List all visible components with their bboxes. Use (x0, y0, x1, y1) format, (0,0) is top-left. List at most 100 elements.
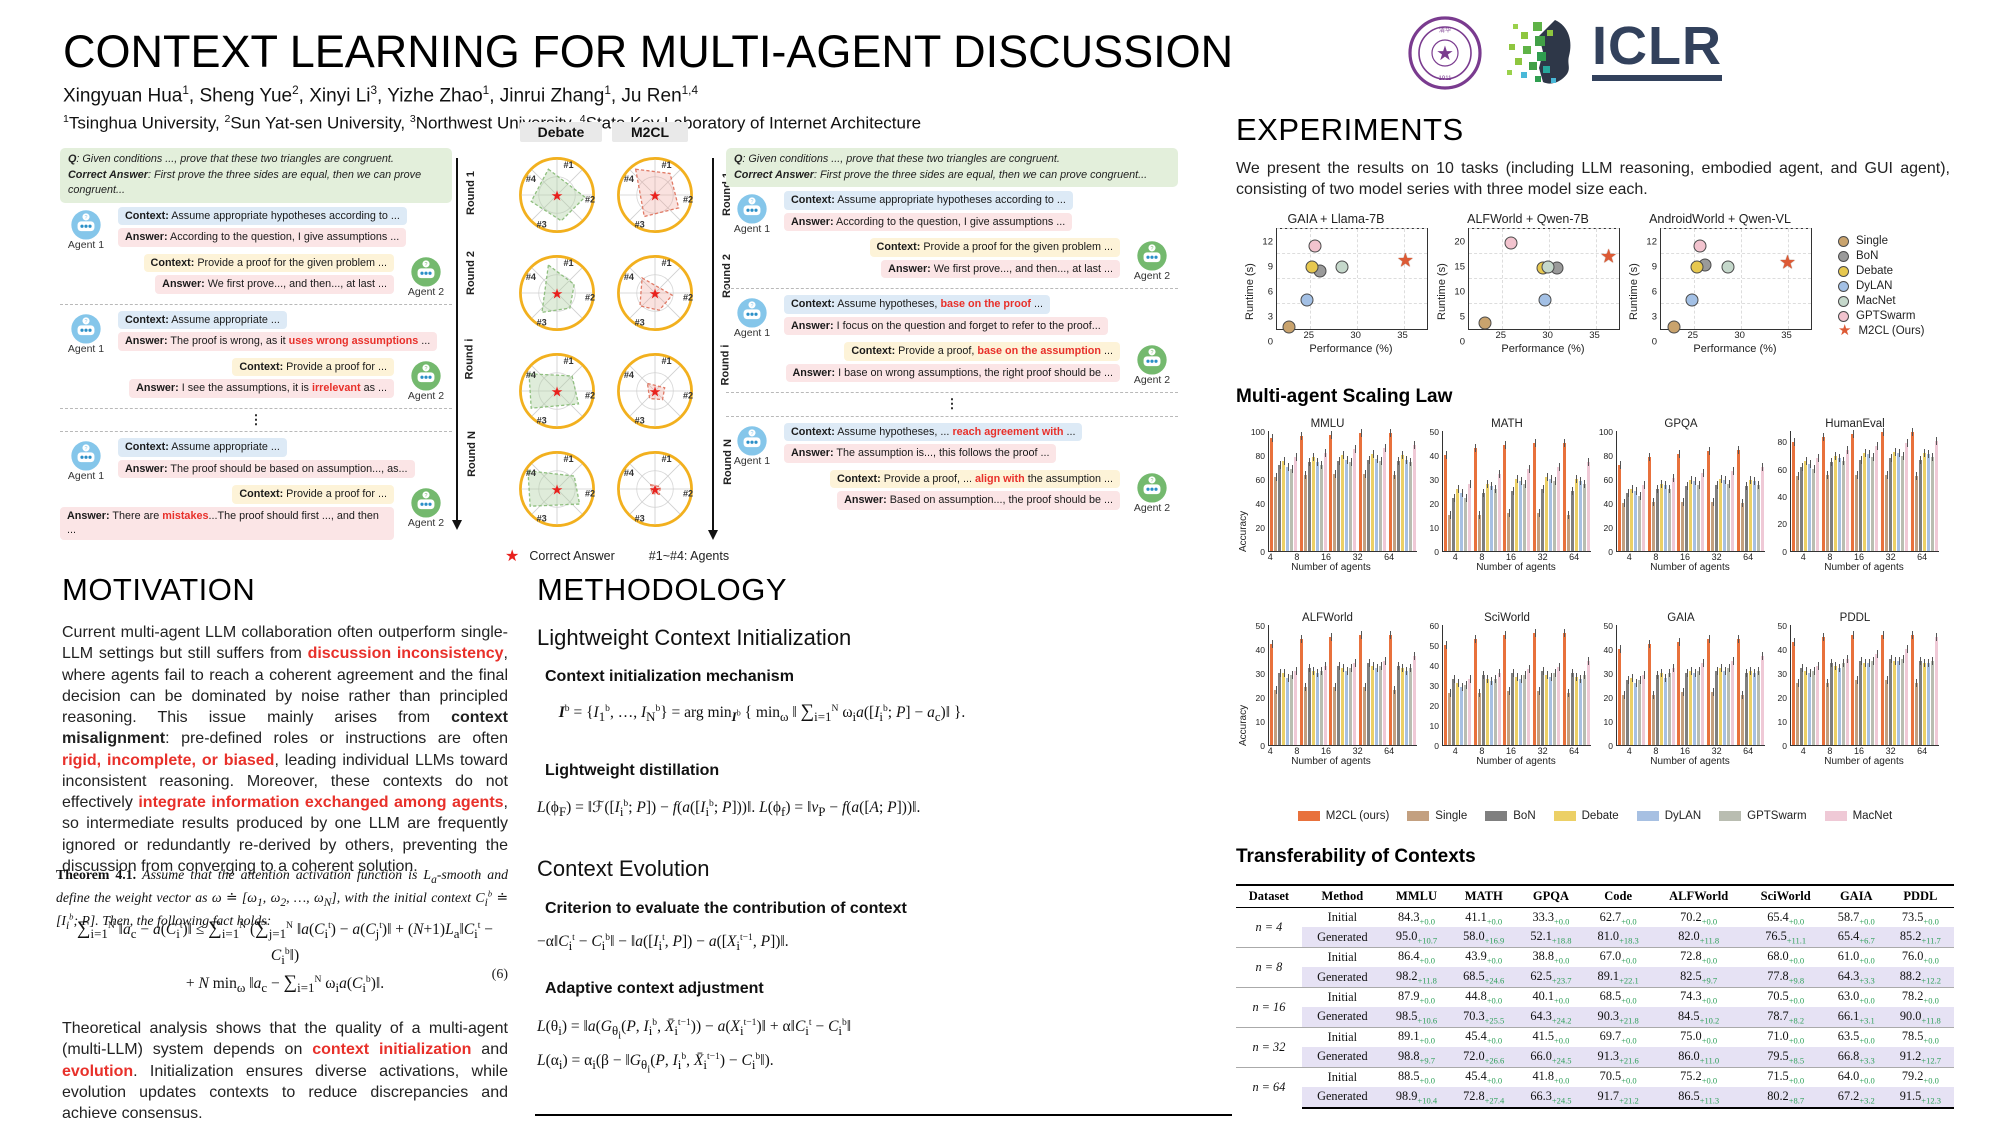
bar-debate (1719, 475, 1723, 551)
bar-single (1796, 472, 1800, 551)
metric-cell: 89.1+0.0 (1382, 1026, 1451, 1048)
gridline (1277, 303, 1427, 304)
bar-chart-body: 0 10 20 30 40 50 (1597, 621, 1765, 751)
bar-debate (1545, 472, 1549, 551)
x-tick-label: 32 (1537, 552, 1548, 562)
error-bar (1368, 659, 1370, 668)
error-bar (1325, 661, 1327, 670)
agent1-messages: Context: Assume appropriate hypotheses a… (784, 191, 1073, 235)
bar-single (1303, 683, 1307, 745)
agent1-answer-bubble: Answer: According to the question, I giv… (784, 212, 1073, 232)
error-bar (1354, 445, 1356, 453)
bar-bon (1307, 458, 1311, 551)
y-tick-label: 30 (1603, 668, 1613, 679)
svg-text:#1: #1 (563, 160, 573, 170)
bar-debate (1545, 671, 1549, 745)
scatter-plot-wrap: ★ 25 30 35 Performance (%) (1660, 228, 1812, 355)
agent2-label: Agent 2 (407, 517, 445, 530)
y-tick-label: 80 (1603, 450, 1613, 461)
scatter-point-macnet (1541, 260, 1555, 274)
error-bar (1847, 446, 1849, 455)
bar-gptswarm (1697, 481, 1701, 551)
gridline (1740, 229, 1742, 329)
y-tick-label: 60 (1603, 474, 1613, 485)
bar-bon (1570, 487, 1574, 551)
bar-m2cl-ours- (1792, 637, 1796, 745)
error-bar (1295, 453, 1297, 462)
bar-gptswarm (1290, 671, 1294, 745)
agent1-row: ? Agent 1 Context: Assume hypotheses, ... … (726, 422, 1178, 467)
robot-avatar-icon: ? (737, 194, 767, 224)
affiliations-line: 1Tsinghua University, 2Sun Yat-sen Unive… (63, 113, 922, 133)
scatter-ylabel: Runtime (s) (1628, 263, 1640, 320)
metric-cell: 72.8+0.0 (1651, 946, 1746, 968)
error-bar (1623, 690, 1625, 699)
y-tick-label: 20 (1777, 692, 1787, 703)
method-cell: Initial (1301, 1026, 1383, 1048)
error-bar (1499, 470, 1501, 479)
metric-cell: 78.7+8.2 (1745, 1007, 1826, 1028)
bar-gptswarm (1523, 479, 1527, 551)
error-bar (1491, 677, 1493, 685)
error-bar (1657, 484, 1659, 493)
y-tick-label: 20 (1454, 236, 1465, 248)
x-tick-label: 64 (1743, 746, 1754, 756)
error-bar (1920, 455, 1922, 464)
bar-gptswarm (1871, 657, 1875, 745)
y-tick-label: 30 (1429, 680, 1439, 691)
method-cell: Generated (1301, 1007, 1383, 1028)
bar-single (1566, 689, 1570, 745)
error-bar (1546, 671, 1548, 679)
error-bar (1627, 489, 1629, 498)
bar-bon (1337, 457, 1341, 551)
error-bar (1936, 436, 1938, 445)
scatter-point-macnet (1335, 260, 1349, 274)
bar-bon (1859, 455, 1863, 551)
metric-cell: 87.9+0.0 (1382, 986, 1451, 1008)
bar-plot-area (1442, 625, 1591, 746)
y-tick-label: 3 (1267, 311, 1273, 323)
bar-bon (1367, 659, 1371, 745)
bar-macnet (1353, 445, 1357, 551)
metric-cell: 75.2+0.0 (1651, 1066, 1746, 1088)
context-init-formula: Ib = {I1b, …, INb} = arg minIb { minω ‖ … (558, 701, 966, 725)
x-tick-label: 16 (1853, 746, 1864, 756)
gridline (1661, 303, 1811, 304)
bar-groups (1269, 429, 1417, 551)
error-bar (1453, 675, 1455, 683)
m2cl-star-point: ★ (1600, 245, 1618, 267)
y-tick-label: 0 (1782, 740, 1787, 751)
bar-group-8 (1821, 633, 1849, 745)
x-tick-label: 16 (1505, 552, 1516, 562)
bar-bon (1511, 669, 1515, 745)
iclr-logo-icon (1495, 12, 1579, 101)
method-cell: Initial (1327, 910, 1358, 925)
agent2-messages: Context: Provide a proof for ... Answer: … (129, 357, 394, 402)
error-bar (1758, 666, 1760, 675)
agent1-answer-bubble: Answer: I focus on the question and forg… (784, 316, 1108, 336)
metric-cell: 82.0+11.8 (1651, 927, 1746, 948)
bar-macnet (1383, 657, 1387, 745)
bar-gptswarm (1727, 479, 1731, 551)
scatter-point-macnet (1721, 260, 1735, 274)
agent1-context-bubble: Context: Assume appropriate hypotheses a… (784, 191, 1073, 210)
agent2-context-bubble: Context: Provide a proof, base on the as… (844, 342, 1120, 361)
error-bar (1686, 669, 1688, 677)
bar-gptswarm (1464, 681, 1468, 745)
scatter-title: GAIA + Llama-7B (1287, 212, 1385, 226)
legend-agents: #1~#4: Agents (648, 549, 730, 563)
error-bar (1588, 657, 1590, 665)
bar-group-32 (1533, 629, 1561, 745)
agent2-context-bubble: Context: Provide a proof for ... (232, 485, 394, 504)
bar-bon (1278, 669, 1282, 745)
error-bar (1920, 657, 1922, 665)
bar-group-4 (1270, 434, 1298, 551)
bar-bon (1715, 666, 1719, 745)
error-bar (1843, 659, 1845, 668)
metric-cell: 64.0+0.0 (1825, 1066, 1887, 1088)
bar-single (1274, 472, 1278, 551)
x-tick-label: 4 (1267, 552, 1273, 562)
metric-cell: 91.2+12.7 (1886, 1047, 1954, 1068)
error-bar (1724, 666, 1726, 675)
svg-text:★: ★ (551, 187, 564, 203)
